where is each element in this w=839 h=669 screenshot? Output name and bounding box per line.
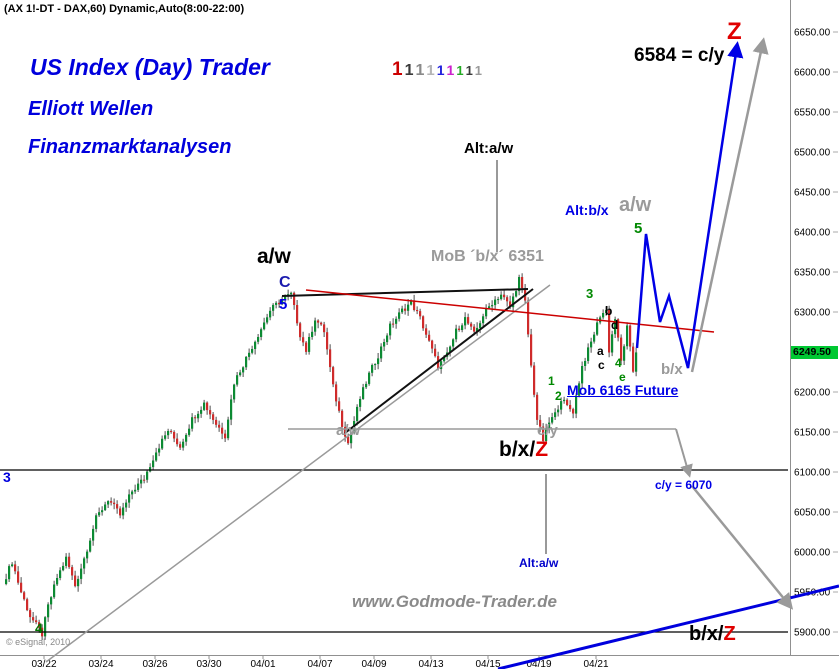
mob-resistance-red: [305, 289, 715, 333]
y-axis-label: 6300.00: [794, 308, 831, 319]
watermark: www.Godmode-Trader.de: [352, 592, 557, 611]
gray-alt-down: [691, 485, 794, 610]
brand-line-3: Finanzmarktanalysen: [28, 136, 232, 158]
y-axis-label: 6050.00: [794, 508, 831, 519]
y-axis-label: 5900.00: [794, 628, 831, 639]
y-axis-label: 6500.00: [794, 148, 831, 159]
x-axis-label: 04/15: [475, 659, 500, 669]
brand-line-1: US Index (Day) Trader: [30, 54, 270, 80]
x-axis-label: 04/19: [526, 659, 551, 669]
x-axis-label: 04/07: [307, 659, 332, 669]
y-axis-label: 6400.00: [794, 228, 831, 239]
overlay-lines: [0, 37, 839, 669]
x-axis-label: 04/21: [583, 659, 608, 669]
wedge-support: [344, 288, 534, 434]
chart-symbol-title: (AX 1!-DT - DAX,60) Dynamic,Auto(8:00-22…: [4, 3, 245, 15]
x-axis-label: 03/22: [31, 659, 56, 669]
time-axis[interactable]: 03/22 03/24 03/26 03/30 04/01 04/07 04/09 04/13…: [0, 655, 839, 669]
brand-line-2: Elliott Wellen: [28, 98, 154, 120]
last-price-badge: 6249.50: [791, 346, 838, 359]
gray-uptrend: [45, 284, 551, 663]
price-axis[interactable]: 6650.00 6600.00 6550.00 6500.00 6450.00 6400.…: [790, 0, 839, 656]
y-axis-label: 6200.00: [794, 388, 831, 399]
y-axis-label: 6350.00: [794, 268, 831, 279]
y-axis-label: 6450.00: [794, 188, 831, 199]
y-axis-label: 6000.00: [794, 548, 831, 559]
y-axis-label: 6550.00: [794, 108, 831, 119]
x-axis-label: 03/24: [88, 659, 113, 669]
gray-alt-up: [690, 37, 769, 373]
y-axis-label: 6600.00: [794, 68, 831, 79]
y-axis-label: 6100.00: [794, 468, 831, 479]
copyright: © eSignal, 2010: [6, 637, 71, 647]
wedge-top: [281, 288, 529, 297]
x-axis-label: 04/09: [361, 659, 386, 669]
y-axis-label: 6650.00: [794, 28, 831, 39]
x-axis-label: 03/26: [142, 659, 167, 669]
x-axis-label: 03/30: [196, 659, 221, 669]
y-axis-label: 6150.00: [794, 428, 831, 439]
gray-to-6070: [675, 428, 693, 478]
x-axis-label: 04/13: [418, 659, 443, 669]
blue-projection: [635, 41, 744, 369]
x-axis-label: 04/01: [250, 659, 275, 669]
